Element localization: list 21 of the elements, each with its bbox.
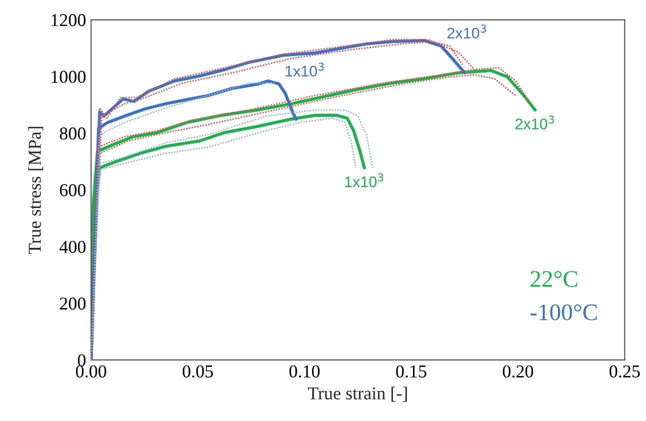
x-axis-title: True strain [-] bbox=[308, 386, 407, 402]
x-tick-label: 0.25 bbox=[610, 365, 640, 378]
text: -100°C bbox=[530, 304, 597, 320]
x-tick-label: 0.10 bbox=[289, 365, 320, 378]
annotation: 1x10$^{3}$ bbox=[345, 173, 384, 188]
annotation: 2x10$^{3}$ bbox=[447, 24, 486, 39]
annotation: 2x10$^{3}$ bbox=[515, 115, 554, 130]
y-tick-label: 0 bbox=[78, 354, 86, 366]
x-tick-label: 0.15 bbox=[396, 365, 426, 378]
text: 22°C bbox=[530, 271, 578, 287]
y-tick-label: 200 bbox=[60, 298, 86, 310]
y-axis-title: True stress [MPa] bbox=[28, 126, 44, 254]
y-tick-label: 600 bbox=[60, 184, 86, 196]
x-tick-label: 0.00 bbox=[76, 365, 106, 378]
y-tick-label: 1200 bbox=[52, 14, 86, 26]
y-tick-label: 800 bbox=[60, 127, 86, 140]
y-tick-label: 1000 bbox=[52, 70, 86, 83]
x-tick-label: 0.05 bbox=[182, 365, 213, 378]
y-tick-label: 400 bbox=[59, 240, 86, 254]
x-tick-label: 0.20 bbox=[502, 365, 534, 378]
annotation: 1x10$^{3}$ bbox=[286, 62, 324, 77]
